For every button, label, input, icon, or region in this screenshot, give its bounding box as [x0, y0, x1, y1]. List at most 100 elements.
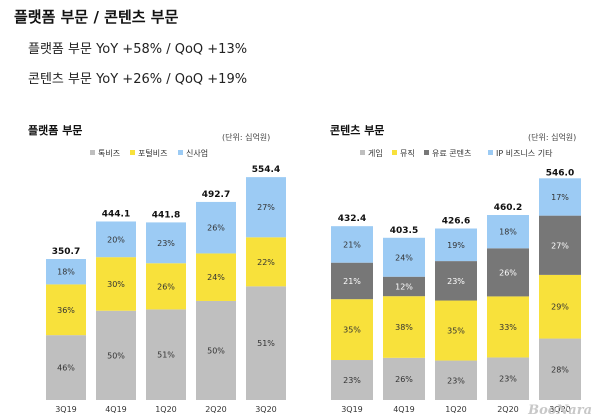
content-share-label: 18% — [499, 228, 517, 237]
content-category-label: 4Q19 — [393, 405, 415, 414]
content-bar-segment — [435, 300, 477, 361]
content-share-label: 38% — [395, 323, 413, 332]
content-bar-segment — [383, 357, 425, 400]
content-bar-segment — [487, 296, 529, 358]
platform-category-label: 4Q19 — [105, 405, 127, 414]
platform-legend-label: 신사업 — [186, 149, 208, 158]
content-share-label: 35% — [343, 326, 361, 335]
platform-chart-title: 플랫폼 부문 — [28, 124, 83, 137]
content-share-label: 23% — [447, 376, 465, 385]
platform-share-label: 20% — [107, 235, 125, 244]
platform-share-label: 51% — [157, 351, 175, 360]
content-legend-swatch — [360, 150, 365, 155]
content-bar-segment — [331, 262, 373, 300]
content-bar-segment — [435, 228, 477, 262]
platform-legend-label: 톡비즈 — [98, 149, 120, 158]
platform-share-label: 36% — [57, 306, 75, 315]
content-legend-label: 뮤직 — [400, 148, 415, 158]
content-legend-swatch — [392, 150, 397, 155]
content-share-label: 23% — [499, 375, 517, 384]
content-share-label: 12% — [395, 282, 413, 291]
page-title: 플랫폼 부문 / 콘텐츠 부문 — [14, 8, 179, 26]
content-total-label: 403.5 — [390, 226, 418, 236]
platform-share-label: 23% — [157, 239, 175, 248]
content-category-label: 2Q20 — [497, 405, 519, 414]
content-legend-swatch — [424, 150, 429, 155]
platform-bar-segment — [146, 222, 186, 264]
platform-bar-segment — [146, 309, 186, 400]
platform-bar-segment — [46, 335, 86, 400]
platform-share-label: 22% — [257, 258, 275, 267]
platform-category-label: 1Q20 — [155, 405, 177, 414]
content-bar-segment — [383, 296, 425, 358]
platform-bar-segment — [46, 284, 86, 336]
content-total-label: 546.0 — [546, 169, 574, 179]
platform-total-label: 554.4 — [252, 165, 280, 175]
content-legend-label: 유료 콘텐츠 — [432, 148, 471, 158]
platform-share-label: 51% — [257, 339, 275, 348]
content-bar-segment — [539, 215, 581, 275]
platform-legend-swatch — [178, 150, 183, 155]
content-summary: 콘텐츠 부문 YoY +26% / QoQ +19% — [28, 72, 248, 87]
platform-share-label: 46% — [57, 364, 75, 373]
content-total-label: 432.4 — [338, 214, 366, 224]
content-bar-segment — [383, 237, 425, 277]
platform-bar-segment — [96, 221, 136, 258]
platform-unit-label: (단위: 십억원) — [222, 133, 271, 142]
content-legend-label: 게임 — [368, 148, 383, 158]
content-chart-title: 콘텐츠 부문 — [330, 124, 385, 137]
platform-bar-segment — [246, 177, 286, 238]
content-bar-segment — [331, 360, 373, 400]
content-share-label: 29% — [551, 303, 569, 312]
content-share-label: 23% — [447, 277, 465, 286]
platform-share-label: 27% — [257, 203, 275, 212]
content-bar-segment — [435, 360, 477, 400]
content-share-label: 26% — [499, 268, 517, 277]
platform-bar-segment — [96, 310, 136, 400]
content-unit-label: (단위: 십억원) — [528, 133, 577, 142]
platform-bar-segment — [196, 300, 236, 400]
platform-share-label: 26% — [207, 224, 225, 233]
content-share-label: 21% — [343, 240, 361, 249]
content-bar-segment — [487, 214, 529, 249]
content-share-label: 21% — [343, 277, 361, 286]
content-share-label: 27% — [551, 241, 569, 250]
content-share-label: 26% — [395, 375, 413, 384]
content-bar-segment — [487, 248, 529, 297]
content-share-label: 17% — [551, 193, 569, 202]
content-share-label: 23% — [343, 376, 361, 385]
content-share-label: 33% — [499, 323, 517, 332]
watermark: BooNara — [528, 403, 592, 418]
platform-share-label: 24% — [207, 273, 225, 282]
platform-legend-swatch — [90, 150, 95, 155]
content-bar-segment — [487, 357, 529, 400]
platform-bar-segment — [146, 263, 186, 310]
content-bar-segment — [539, 338, 581, 400]
content-share-label: 35% — [447, 327, 465, 336]
content-legend-swatch — [488, 150, 493, 155]
content-bar-segment — [331, 226, 373, 263]
platform-legend-swatch — [130, 150, 135, 155]
content-share-label: 24% — [395, 253, 413, 262]
platform-total-label: 492.7 — [202, 190, 230, 200]
platform-bar-segment — [246, 286, 286, 400]
platform-category-label: 3Q20 — [255, 405, 277, 414]
content-share-label: 28% — [551, 365, 569, 374]
content-bar-segment — [539, 178, 581, 216]
platform-summary: 플랫폼 부문 YoY +58% / QoQ +13% — [28, 42, 248, 57]
content-bar-segment — [539, 274, 581, 339]
platform-bar-segment — [96, 257, 136, 311]
platform-share-label: 30% — [107, 280, 125, 289]
platform-category-label: 2Q20 — [205, 405, 227, 414]
platform-total-label: 350.7 — [52, 247, 80, 257]
content-category-label: 1Q20 — [445, 405, 467, 414]
content-total-label: 426.6 — [442, 217, 470, 227]
platform-legend-label: 포털비즈 — [138, 148, 167, 158]
content-bar-segment — [383, 276, 425, 297]
platform-share-label: 26% — [157, 282, 175, 291]
platform-total-label: 441.8 — [152, 210, 180, 220]
content-category-label: 3Q19 — [341, 405, 363, 414]
platform-category-label: 3Q19 — [55, 405, 77, 414]
platform-share-label: 50% — [207, 346, 225, 355]
